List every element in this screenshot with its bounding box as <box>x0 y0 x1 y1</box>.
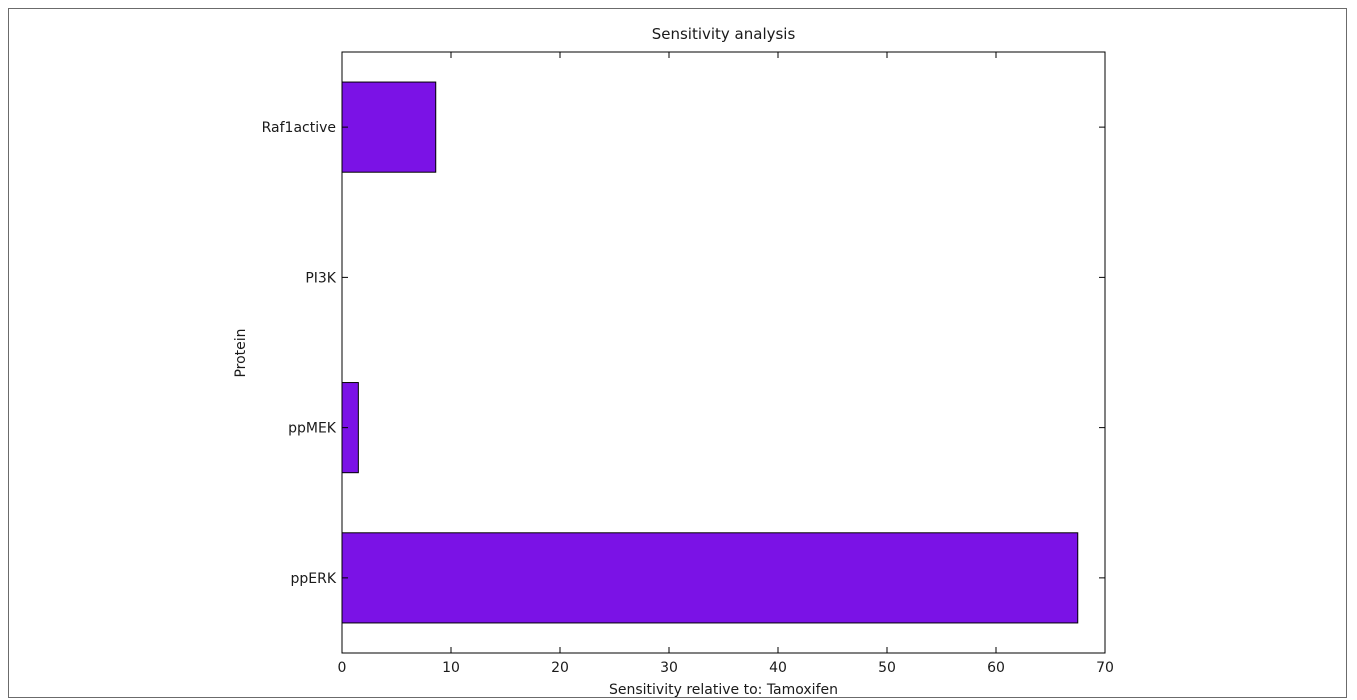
y-tick-label-pperk: ppERK <box>290 571 336 587</box>
x-tick-label-30: 30 <box>660 660 678 676</box>
x-tick-label-40: 40 <box>769 660 787 676</box>
plot-area <box>341 51 1106 654</box>
x-tick-label-0: 0 <box>338 660 347 676</box>
x-tick-label-10: 10 <box>442 660 460 676</box>
bars-group <box>341 81 1079 624</box>
bar-raf1active <box>341 81 437 173</box>
y-tick-label-raf1active: Raf1active <box>262 120 336 136</box>
bar-pperk <box>341 532 1079 624</box>
y-tick-label-pi3k: PI3K <box>305 270 336 286</box>
x-tick-label-70: 70 <box>1096 660 1114 676</box>
axes-box <box>341 51 1106 654</box>
chart-title: Sensitivity analysis <box>652 25 796 43</box>
x-tick-label-60: 60 <box>987 660 1005 676</box>
x-tick-label-50: 50 <box>878 660 896 676</box>
y-tick-label-ppmek: ppMEK <box>288 421 337 437</box>
x-ticks-group: 0 10 20 30 40 50 60 70 <box>338 52 1114 676</box>
y-axis-label: Protein <box>233 328 249 377</box>
x-tick-label-20: 20 <box>551 660 569 676</box>
y-ticks-group: Raf1active PI3K ppMEK ppERK <box>262 120 1105 587</box>
x-axis-label: Sensitivity relative to: Tamoxifen <box>609 682 838 698</box>
